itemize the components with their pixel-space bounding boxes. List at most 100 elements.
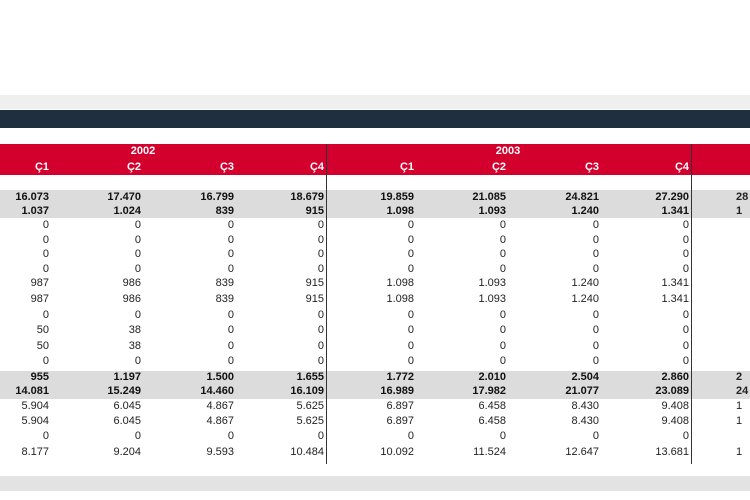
table-cell: 0 <box>407 263 414 275</box>
table-cell: 0 <box>227 309 234 321</box>
table-cell: 0 <box>317 219 324 231</box>
column-divider <box>326 144 327 464</box>
table-cell: 50 <box>36 324 49 336</box>
table-cell: 0 <box>592 430 599 442</box>
table-cell: 987 <box>30 277 49 289</box>
table-cell: 0 <box>42 355 49 367</box>
table-cell: 0 <box>499 430 506 442</box>
table-cell: 6.045 <box>113 400 141 412</box>
quarter-header: Ç1 <box>399 161 414 173</box>
table-cell: 839 <box>215 277 234 289</box>
table-cell: 0 <box>227 324 234 336</box>
table-cell: 0 <box>42 248 49 260</box>
table-cell: 915 <box>305 293 324 305</box>
table-cell: 0 <box>227 340 234 352</box>
table-cell: 11.524 <box>473 446 506 458</box>
table-cell: 0 <box>317 309 324 321</box>
table-cell: 27.290 <box>655 191 689 203</box>
table-cell: 5.625 <box>296 400 324 412</box>
table-cell: 1.341 <box>661 277 689 289</box>
highlight-band <box>0 190 750 218</box>
table-cell: 915 <box>305 205 324 217</box>
table-cell: 6.897 <box>386 400 414 412</box>
table-cell: 15.249 <box>107 385 141 397</box>
table-cell: 14.081 <box>15 385 49 397</box>
table-cell: 839 <box>215 293 234 305</box>
table-cell: 1.093 <box>478 277 506 289</box>
highlight-band <box>0 371 750 399</box>
table-cell: 0 <box>592 340 599 352</box>
column-divider <box>691 144 692 464</box>
table-cell: 0 <box>42 234 49 246</box>
table-cell: 9.408 <box>661 400 689 412</box>
table-cell: 50 <box>36 340 49 352</box>
table-cell-clipped: 2 <box>736 371 743 383</box>
table-cell: 0 <box>407 309 414 321</box>
table-cell: 0 <box>42 263 49 275</box>
table-cell: 8.177 <box>21 446 49 458</box>
table-cell: 0 <box>407 324 414 336</box>
table-cell: 0 <box>317 340 324 352</box>
table-cell: 0 <box>592 355 599 367</box>
table-cell: 0 <box>592 263 599 275</box>
table-cell: 10.484 <box>290 446 324 458</box>
table-cell: 2.010 <box>478 371 506 383</box>
table-cell: 14.460 <box>200 385 234 397</box>
table-cell: 986 <box>122 277 141 289</box>
table-cell: 0 <box>499 355 506 367</box>
table-cell-clipped: 1 <box>736 415 743 427</box>
table-cell: 17.982 <box>472 385 506 397</box>
table-cell: 16.799 <box>200 191 234 203</box>
table-cell-clipped: 28 <box>736 191 749 203</box>
table-cell-clipped: 24 <box>736 385 749 397</box>
table-cell: 1.098 <box>386 277 414 289</box>
table-cell: 21.085 <box>472 191 506 203</box>
table-cell: 38 <box>128 324 141 336</box>
table-cell: 9.593 <box>206 446 234 458</box>
table-cell: 1.500 <box>206 371 234 383</box>
table-cell: 0 <box>134 430 141 442</box>
table-cell: 19.859 <box>380 191 414 203</box>
table-cell: 0 <box>317 248 324 260</box>
table-cell: 1.341 <box>661 293 689 305</box>
table-header <box>0 144 750 175</box>
table-cell: 1.772 <box>386 371 414 383</box>
table-cell: 1.240 <box>571 205 599 217</box>
year-header-2003: 2003 <box>495 145 521 157</box>
table-cell: 0 <box>592 248 599 260</box>
table-cell: 0 <box>682 234 689 246</box>
table-cell: 4.867 <box>206 400 234 412</box>
quarter-header: Ç2 <box>491 161 506 173</box>
table-cell: 0 <box>499 263 506 275</box>
table-cell: 12.647 <box>565 446 599 458</box>
table-cell: 1.093 <box>478 205 506 217</box>
table-cell: 0 <box>682 324 689 336</box>
table-cell: 5.904 <box>21 400 49 412</box>
table-cell: 6.458 <box>478 415 506 427</box>
table-cell: 0 <box>592 219 599 231</box>
table-cell: 9.204 <box>113 446 141 458</box>
table-cell: 1.197 <box>113 371 141 383</box>
table-cell: 0 <box>499 309 506 321</box>
table-cell: 2.504 <box>571 371 599 383</box>
table-cell: 0 <box>499 340 506 352</box>
navigation-bar <box>0 110 750 128</box>
table-cell: 0 <box>592 234 599 246</box>
table-cell: 987 <box>30 293 49 305</box>
table-cell: 915 <box>305 277 324 289</box>
table-cell: 0 <box>682 430 689 442</box>
table-cell: 38 <box>128 340 141 352</box>
table-cell: 986 <box>122 293 141 305</box>
table-cell: 0 <box>407 355 414 367</box>
table-cell: 0 <box>42 309 49 321</box>
quarter-header: Ç1 <box>34 161 49 173</box>
table-cell: 21.077 <box>565 385 599 397</box>
table-cell: 0 <box>499 219 506 231</box>
quarter-header: Ç3 <box>219 161 234 173</box>
table-cell: 5.904 <box>21 415 49 427</box>
table-cell: 0 <box>592 309 599 321</box>
table-cell: 839 <box>215 205 234 217</box>
table-cell: 1.240 <box>571 293 599 305</box>
table-cell: 0 <box>134 234 141 246</box>
table-cell: 0 <box>682 355 689 367</box>
